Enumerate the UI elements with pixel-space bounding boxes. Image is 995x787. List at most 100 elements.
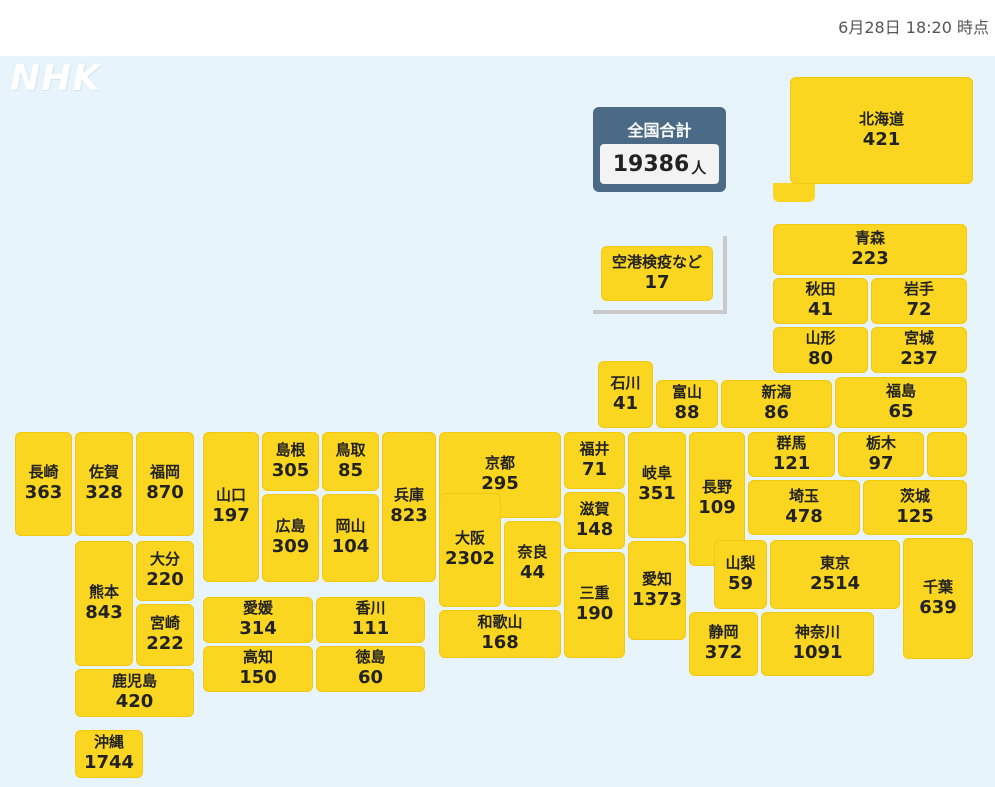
pref-name: 神奈川 xyxy=(794,623,840,642)
pref-tile-osaka[interactable]: 大阪 2302 xyxy=(439,493,501,607)
pref-value: 223 xyxy=(851,247,889,269)
pref-value: 41 xyxy=(807,299,834,321)
pref-value: 148 xyxy=(575,518,614,540)
pref-value: 639 xyxy=(919,596,957,618)
pref-tile-kagoshima[interactable]: 鹿児島 420 xyxy=(75,669,194,717)
pref-tile-yamanashi[interactable]: 山梨 59 xyxy=(714,540,767,609)
pref-name: 東京 xyxy=(819,553,850,572)
pref-value: 71 xyxy=(581,458,608,480)
pref-value: 86 xyxy=(763,402,790,424)
pref-name: 愛知 xyxy=(641,569,672,588)
pref-tile-gunma[interactable]: 群馬 121 xyxy=(748,432,835,477)
pref-tile-kumamoto[interactable]: 熊本 843 xyxy=(75,541,133,666)
pref-value: 150 xyxy=(239,667,277,689)
pref-value: 85 xyxy=(337,459,364,481)
pref-name: 空港検疫など xyxy=(611,252,702,271)
nhk-logo: NHK xyxy=(10,58,102,99)
pref-tile-shiga[interactable]: 滋賀 148 xyxy=(564,492,625,549)
pref-value: 44 xyxy=(519,562,546,584)
pref-tile-ishikawa[interactable]: 石川 41 xyxy=(598,361,653,428)
pref-tile-nagasaki[interactable]: 長崎 363 xyxy=(15,432,72,536)
pref-value: 17 xyxy=(644,271,670,293)
pref-value: 80 xyxy=(807,348,834,370)
pref-tile-ibaraki[interactable]: 茨城 125 xyxy=(863,480,967,535)
timestamp: 6月28日 18:20 時点 xyxy=(838,18,989,37)
pref-name: 福岡 xyxy=(149,463,180,482)
pref-value: 328 xyxy=(85,482,123,504)
pref-tile-mie[interactable]: 三重 190 xyxy=(564,552,625,658)
pref-value: 72 xyxy=(906,299,932,321)
pref-value: 305 xyxy=(271,459,310,481)
pref-tile-kagawa[interactable]: 香川 111 xyxy=(316,597,425,643)
pref-name: 千葉 xyxy=(922,577,953,596)
pref-tile-niigata[interactable]: 新潟 86 xyxy=(721,380,832,428)
pref-value: 111 xyxy=(351,618,390,640)
pref-name: 宮崎 xyxy=(149,614,180,633)
pref-tile-fukuoka[interactable]: 福岡 870 xyxy=(136,432,194,536)
pref-tile-nara[interactable]: 奈良 44 xyxy=(504,521,561,607)
pref-tile-oita[interactable]: 大分 220 xyxy=(136,541,194,601)
pref-name: 奈良 xyxy=(517,543,548,562)
pref-tile-tokushima[interactable]: 徳島 60 xyxy=(316,646,425,692)
pref-tile-airport[interactable]: 空港検疫など 17 xyxy=(601,246,713,301)
pref-tile-miyagi[interactable]: 宮城 237 xyxy=(871,327,967,373)
pref-name: 徳島 xyxy=(355,648,386,667)
pref-tile-aichi[interactable]: 愛知 1373 xyxy=(628,541,686,640)
pref-tile-chiba[interactable]: 千葉 639 xyxy=(903,538,973,659)
pref-tile-shimane[interactable]: 島根 305 xyxy=(262,432,319,491)
pref-tile-kochi[interactable]: 高知 150 xyxy=(203,646,313,692)
pref-name: 青森 xyxy=(854,228,885,247)
pref-tile-ehime[interactable]: 愛媛 314 xyxy=(203,597,313,643)
pref-tile-saitama[interactable]: 埼玉 478 xyxy=(748,480,860,535)
pref-name: 長野 xyxy=(701,478,732,497)
pref-tile-okinawa[interactable]: 沖縄 1744 xyxy=(75,730,143,778)
pref-value: 97 xyxy=(868,452,894,474)
pref-tile-fukushima[interactable]: 福島 65 xyxy=(835,377,967,428)
pref-tile-yamagata[interactable]: 山形 80 xyxy=(773,327,868,373)
pref-value: 1744 xyxy=(83,752,135,774)
pref-value: 351 xyxy=(638,483,676,505)
pref-tile-akita[interactable]: 秋田 41 xyxy=(773,278,868,324)
national-total-value-panel: 19386 人 xyxy=(600,144,719,184)
pref-name: 岡山 xyxy=(335,517,366,536)
pref-name: 秋田 xyxy=(805,280,836,299)
pref-tile-shizuoka[interactable]: 静岡 372 xyxy=(689,612,758,676)
pref-tile-yamaguchi[interactable]: 山口 197 xyxy=(203,432,259,582)
national-total-box: 全国合計 19386 人 xyxy=(593,107,726,192)
pref-value: 125 xyxy=(896,505,934,527)
pref-tile-saga[interactable]: 佐賀 328 xyxy=(75,432,133,536)
pref-value: 41 xyxy=(612,392,639,414)
pref-name: 佐賀 xyxy=(88,463,119,482)
pref-tile-wakayama[interactable]: 和歌山 168 xyxy=(439,610,561,658)
pref-tile-gifu[interactable]: 岐阜 351 xyxy=(628,432,686,538)
national-total-unit: 人 xyxy=(691,158,707,177)
pref-name: 香川 xyxy=(355,599,386,618)
pref-value: 60 xyxy=(357,667,384,689)
pref-tile-kanagawa[interactable]: 神奈川 1091 xyxy=(761,612,874,676)
pref-tile-aomori[interactable]: 青森 223 xyxy=(773,224,967,275)
pref-name: 山口 xyxy=(215,486,246,505)
pref-value: 478 xyxy=(785,505,823,527)
pref-tile-hokkaido[interactable]: 北海道 421 xyxy=(790,77,973,184)
pref-value: 295 xyxy=(481,473,519,495)
pref-tile-tochigi[interactable]: 栃木 97 xyxy=(838,432,924,477)
hokkaido-notch xyxy=(773,183,815,202)
pref-tile-ibaraki-top xyxy=(927,432,967,477)
pref-value: 104 xyxy=(331,536,370,558)
national-total-label: 全国合計 xyxy=(627,121,692,140)
pref-value: 65 xyxy=(888,400,914,422)
pref-tile-tokyo[interactable]: 東京 2514 xyxy=(770,540,900,609)
pref-value: 121 xyxy=(772,452,811,474)
pref-value: 421 xyxy=(862,128,901,150)
pref-tile-hyogo[interactable]: 兵庫 823 xyxy=(382,432,436,582)
pref-tile-tottori[interactable]: 鳥取 85 xyxy=(322,432,379,491)
pref-tile-fukui[interactable]: 福井 71 xyxy=(564,432,625,489)
pref-name: 群馬 xyxy=(776,433,807,452)
pref-tile-hiroshima[interactable]: 広島 309 xyxy=(262,494,319,582)
pref-value: 870 xyxy=(146,482,184,504)
pref-tile-iwate[interactable]: 岩手 72 xyxy=(871,278,967,324)
pref-name: 岩手 xyxy=(903,280,934,299)
pref-tile-okayama[interactable]: 岡山 104 xyxy=(322,494,379,582)
pref-tile-miyazaki[interactable]: 宮崎 222 xyxy=(136,604,194,666)
pref-tile-toyama[interactable]: 富山 88 xyxy=(656,380,718,428)
